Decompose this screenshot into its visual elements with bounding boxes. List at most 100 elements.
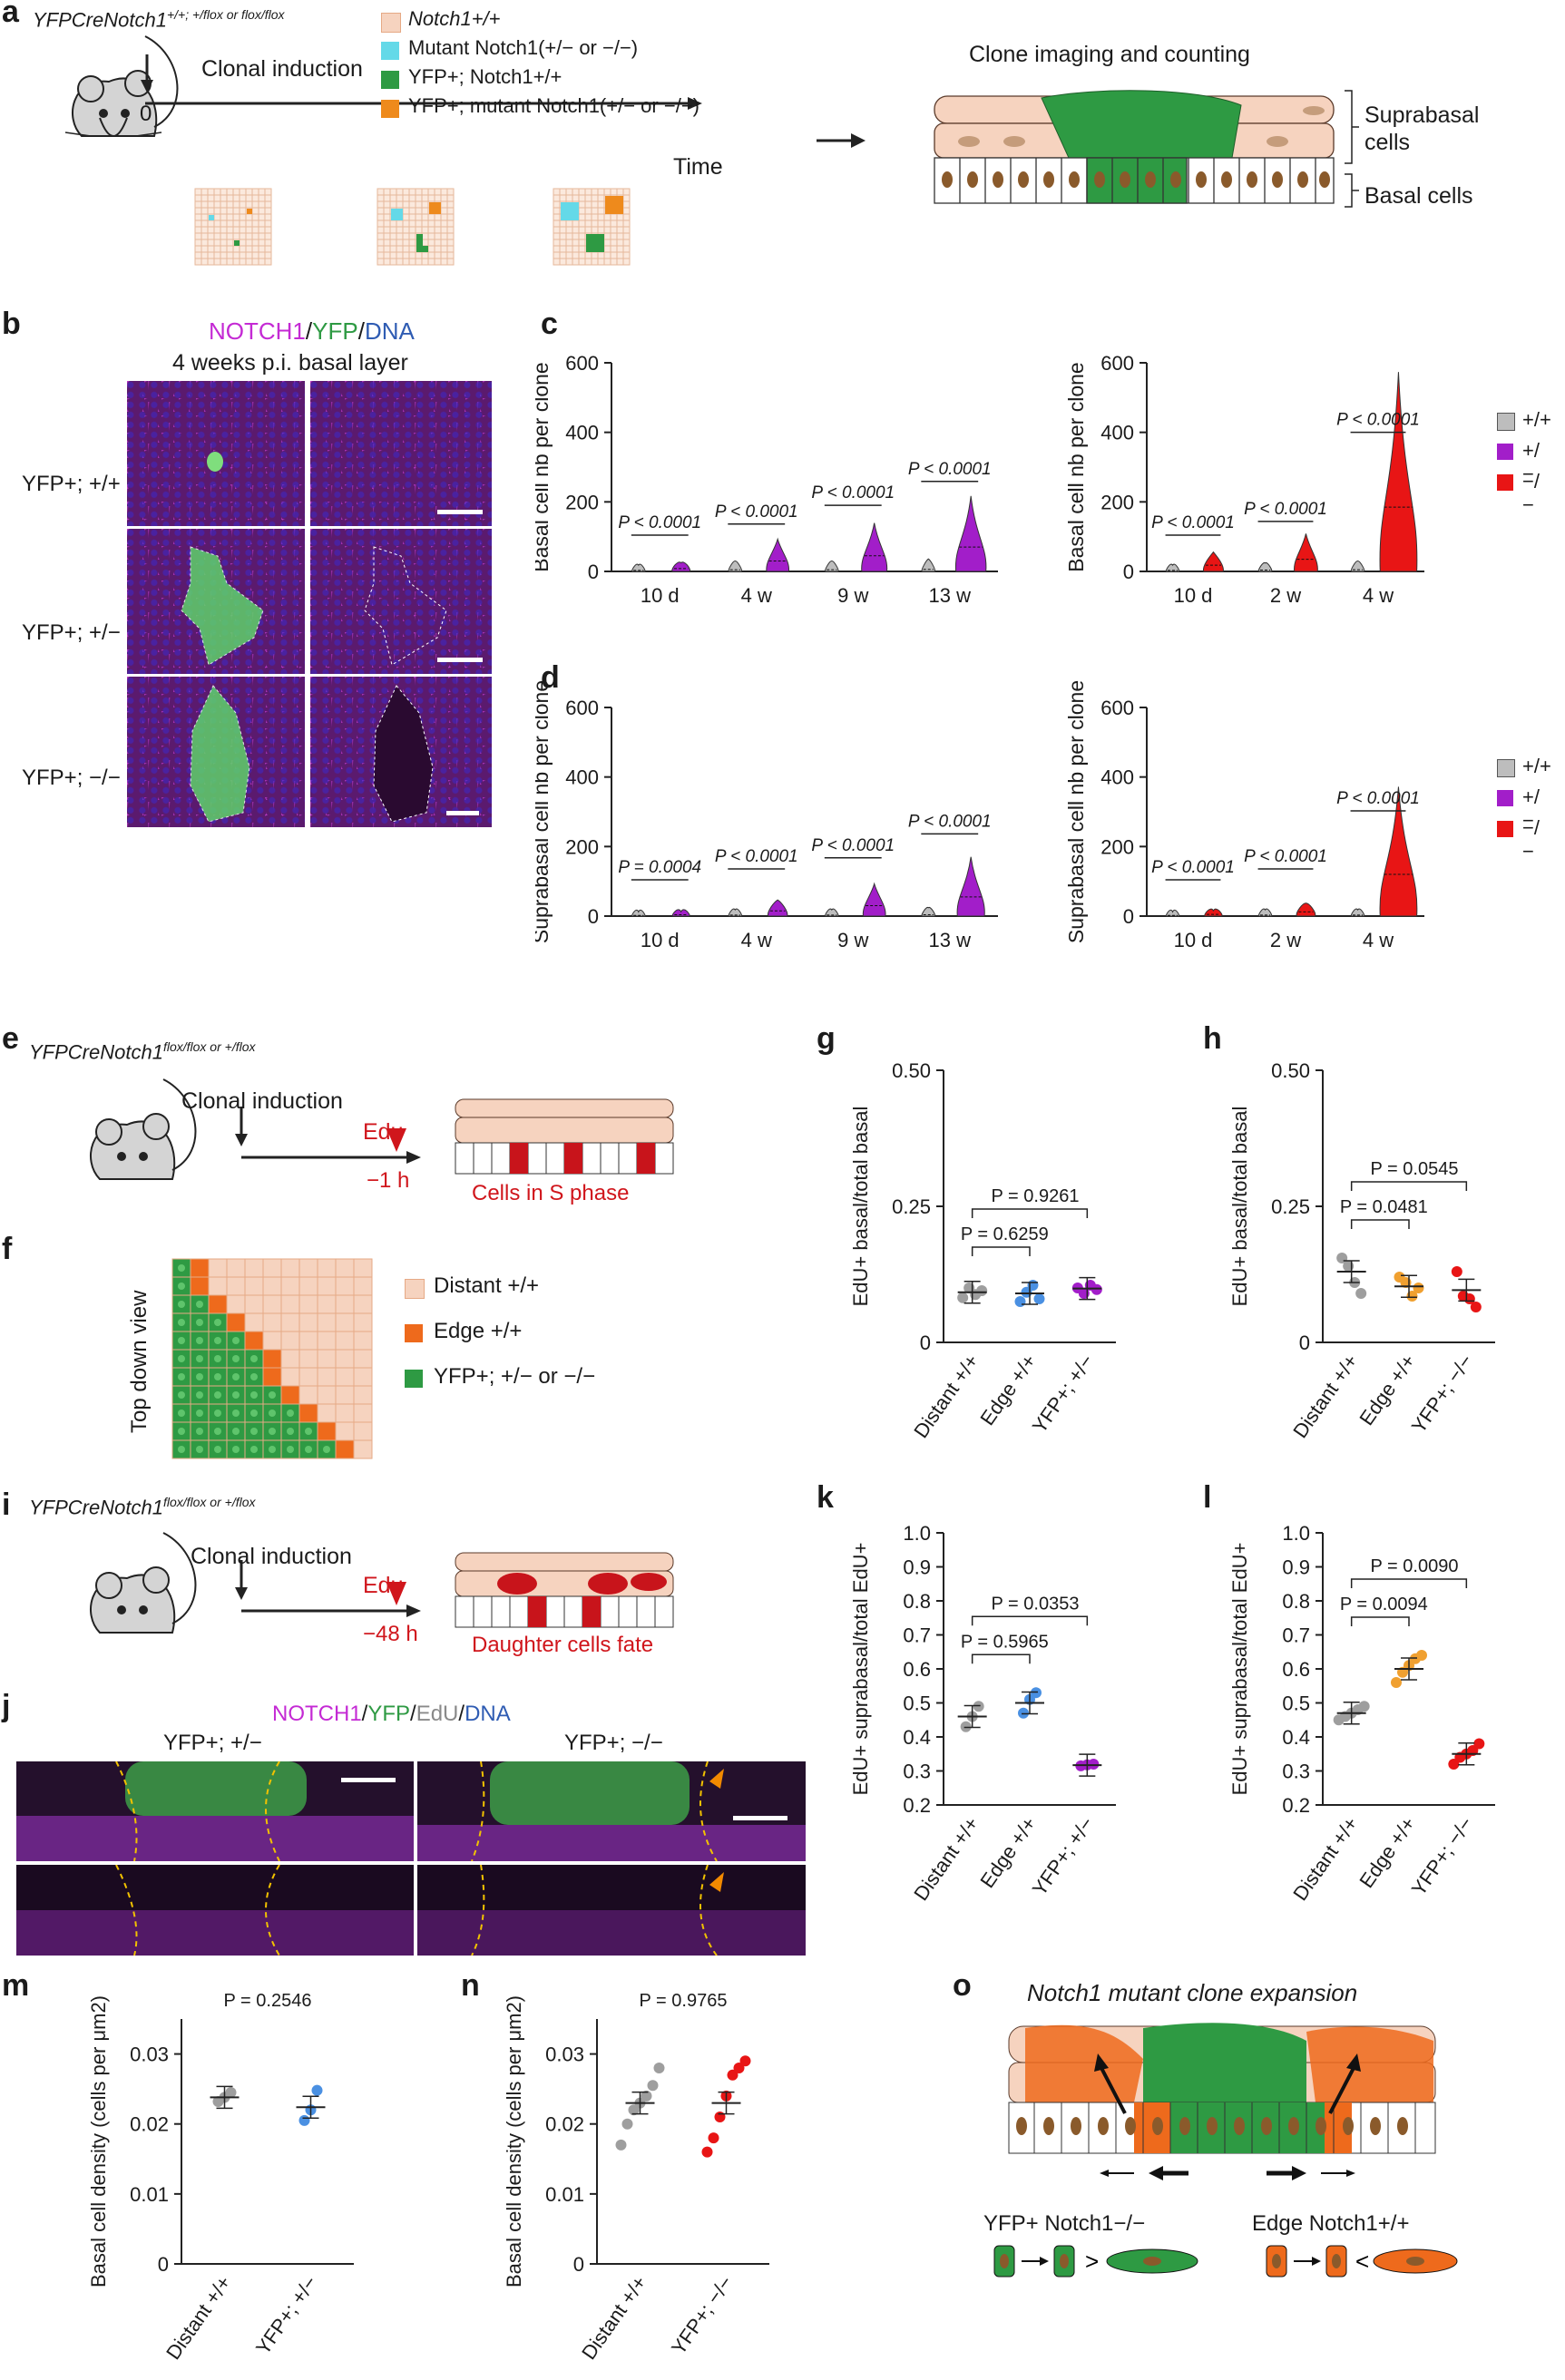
y-tick-label: 0 (1123, 561, 1134, 583)
p-value-label: P < 0.0001 (1336, 789, 1420, 808)
grid-cell-dot (214, 1409, 221, 1417)
x-tick-label: 9 w (837, 584, 868, 607)
time-label: Time (673, 154, 723, 180)
panel-label-k: k (817, 1480, 834, 1515)
panel-label-a: a (2, 0, 19, 29)
violin-−/−-10 d (1202, 551, 1224, 572)
violin-+/−-10 d (671, 561, 691, 572)
grid-cell-dot (305, 1446, 312, 1453)
data-point (1448, 1759, 1460, 1770)
schematic-e (90, 1078, 421, 1180)
p-value-label: P < 0.0001 (1151, 858, 1235, 877)
violin-−/−-2 w (1296, 902, 1316, 917)
x-tick-label: 4 w (1363, 584, 1394, 607)
data-point (298, 2114, 310, 2126)
x-tick-label: 2 w (1270, 929, 1301, 951)
data-point (1413, 1283, 1424, 1293)
y-axis-label: EdU+ suprabasal/total EdU+ (1228, 1543, 1251, 1796)
p-value-label: P = 0.9261 (992, 1186, 1080, 1206)
grid-cell-dot (250, 1409, 258, 1417)
panel-label-h: h (1203, 1021, 1222, 1056)
grid-cell-dot (232, 1391, 240, 1399)
grid-cell-dot (250, 1391, 258, 1399)
grid-cell-dot (287, 1446, 294, 1453)
violin-+/+-10 d (1165, 563, 1180, 572)
y-tick-label: 0.03 (130, 2043, 169, 2066)
data-point (1416, 1650, 1427, 1661)
panel-label-j: j (2, 1689, 11, 1723)
x-tick-label: 10 d (641, 584, 680, 607)
p-value-label: P = 0.0353 (992, 1594, 1080, 1614)
data-point (1451, 1266, 1462, 1277)
clone-grid-2 (377, 188, 455, 266)
x-tick-label: Distant +/+ (161, 2272, 236, 2364)
grid-cell-dot (214, 1391, 221, 1399)
grid-cell-dot (232, 1428, 240, 1435)
induction-e: Clonal induction (181, 1088, 343, 1114)
x-tick-label: 4 w (1363, 929, 1394, 951)
y-tick-label: 0 (1123, 905, 1134, 928)
p-value-label: P < 0.0001 (908, 812, 992, 831)
y-tick-label: 0.8 (1282, 1590, 1310, 1613)
grid-cell-dot (214, 1319, 221, 1326)
time-zero: 0 (140, 102, 152, 126)
y-tick-label: 400 (565, 766, 599, 789)
y-tick-label: 0 (1299, 1331, 1310, 1354)
p-value-label: P = 0.2546 (224, 1991, 312, 2011)
y-tick-label: 0.9 (1282, 1556, 1310, 1579)
panel-b-title: NOTCH1/YFP/DNA (209, 317, 415, 345)
x-tick-label: Edge +/+ (975, 1351, 1041, 1430)
data-point (1391, 1677, 1402, 1688)
data-point (615, 2139, 627, 2151)
row-label-2: YFP+; +/− (22, 620, 121, 645)
p-value-bracket (971, 1246, 1031, 1256)
tissue-schematic-a (934, 90, 1335, 204)
violin-+/−-4 w (766, 537, 789, 572)
y-tick-label: 1.0 (1282, 1522, 1310, 1545)
grid-cell-dot (214, 1355, 221, 1362)
panel-label-d: d (541, 660, 560, 695)
p-value-label: P = 0.0545 (1371, 1159, 1459, 1179)
y-tick-label: 200 (1100, 491, 1134, 513)
y-tick-label: 0.4 (903, 1726, 931, 1749)
x-tick-label: 9 w (837, 929, 868, 951)
panel-label-m: m (2, 1968, 30, 2003)
violin-−/−-4 w (1379, 786, 1418, 917)
svg-text:<: < (1355, 2248, 1369, 2275)
violin-+/+-10 d (1165, 909, 1180, 917)
violin-chart-c_left: 0 200 400 600 Basal cell nb per clone 10 d P <… (535, 352, 998, 607)
grid-cell-dot (214, 1337, 221, 1344)
x-tick-label: Distant +/+ (1288, 1813, 1363, 1905)
panel-label-n: n (461, 1968, 480, 2003)
grid-cell-dot (269, 1446, 276, 1453)
grid-cell-dot (196, 1428, 203, 1435)
y-tick-label: 0.2 (1282, 1794, 1310, 1817)
violin-chart-c_right: 0 200 400 600 Basal cell nb per clone 10 d P <… (1064, 352, 1424, 607)
micrograph-b1-notch (310, 381, 492, 526)
o-right-label: Edge Notch1+/+ (1252, 2211, 1410, 2236)
grid-cell-dot (178, 1428, 185, 1435)
mouse-icon (90, 1078, 197, 1180)
grid-cell-dot (196, 1355, 203, 1362)
grid-cell-dot (178, 1373, 185, 1380)
y-tick-label: 400 (1100, 422, 1134, 444)
p-value-label: P = 0.0481 (1340, 1197, 1428, 1217)
grid-cell-dot (269, 1391, 276, 1399)
y-tick-label: 0.25 (1271, 1195, 1310, 1218)
p-value-bracket (1350, 1616, 1410, 1626)
micrograph-j2-notch (417, 1865, 806, 1956)
data-point (957, 1292, 969, 1303)
y-axis-label: Basal cell nb per clone (535, 362, 553, 571)
time-e: −1 h (367, 1168, 410, 1193)
p-value-bracket (1350, 1578, 1468, 1588)
grid-cell-dot (269, 1409, 276, 1417)
p-value-label: P = 0.0090 (1371, 1556, 1459, 1576)
y-tick-label: 400 (565, 422, 599, 444)
panel-j-right: YFP+; −/− (564, 1731, 663, 1755)
micrograph-j2-merge (417, 1761, 806, 1861)
grid-cell-dot (323, 1446, 330, 1453)
grid-cell-dot (196, 1446, 203, 1453)
p-value-label: P < 0.0001 (1336, 411, 1420, 430)
y-tick-label: 0.8 (903, 1590, 931, 1613)
panel-j-title: NOTCH1/YFP/EdU/DNA (272, 1702, 511, 1726)
